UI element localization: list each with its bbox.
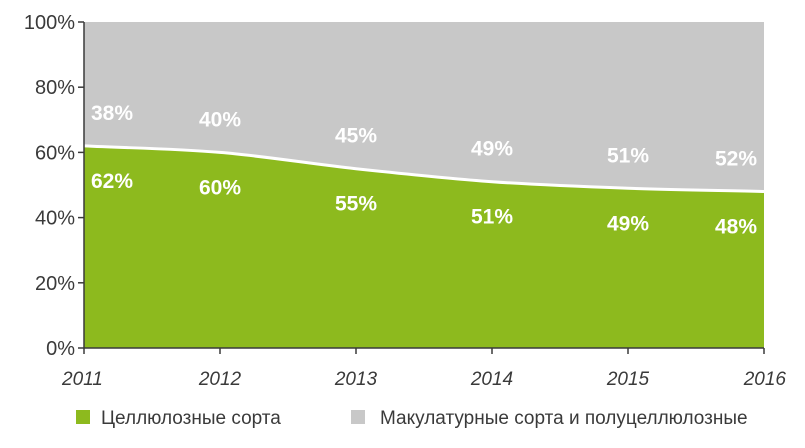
y-tick-label: 20% bbox=[35, 273, 75, 295]
series-area-cellyuloznye bbox=[84, 145, 764, 348]
data-label-cellyuloznye: 62% bbox=[91, 170, 133, 193]
y-tick-label: 0% bbox=[46, 338, 75, 360]
data-label-makulaturnye: 49% bbox=[471, 138, 513, 161]
data-label-makulaturnye: 52% bbox=[715, 148, 757, 171]
areas-group bbox=[83, 22, 765, 348]
legend-swatch-cellyuloznye bbox=[76, 410, 90, 424]
data-label-cellyuloznye: 55% bbox=[335, 193, 377, 216]
y-tick-label: 60% bbox=[35, 142, 75, 164]
data-label-makulaturnye: 45% bbox=[335, 125, 377, 148]
legend-label-cellyuloznye: Целлюлозные сорта bbox=[101, 408, 281, 429]
y-tick-label: 100% bbox=[24, 12, 75, 34]
x-tick-label: 2014 bbox=[470, 369, 513, 390]
data-label-makulaturnye: 51% bbox=[607, 144, 649, 167]
series-boundary-line bbox=[83, 144, 765, 194]
x-tick-label: 2013 bbox=[334, 369, 378, 390]
data-labels-group: 62% 38% 60% 40% 55% 45% 51% 49% 49% 51% 48% 52% bbox=[91, 102, 757, 239]
x-tick-label: 2011 bbox=[61, 369, 103, 390]
y-tick-label: 40% bbox=[35, 208, 75, 230]
y-axis-tick-labels: 0% 20% 40% 60% 80% 100% bbox=[24, 12, 75, 360]
data-label-makulaturnye: 40% bbox=[199, 108, 241, 131]
data-label-cellyuloznye: 48% bbox=[715, 216, 757, 239]
legend-label-makulaturnye: Макулатурные сорта и полуцеллюлозные bbox=[380, 408, 748, 429]
legend-swatch-makulaturnye bbox=[351, 410, 365, 424]
x-axis-tick-labels: 2011 2012 2013 2014 2015 2016 bbox=[61, 369, 786, 390]
x-tick-label: 2016 bbox=[743, 369, 787, 390]
y-tick-label: 80% bbox=[35, 77, 75, 99]
x-tick-label: 2012 bbox=[198, 369, 242, 390]
legend: Целлюлозные сорта Макулатурные сорта и по… bbox=[76, 408, 748, 429]
data-label-cellyuloznye: 60% bbox=[199, 176, 241, 199]
axes-group bbox=[78, 21, 765, 354]
x-tick-label: 2015 bbox=[606, 369, 650, 390]
data-label-makulaturnye: 38% bbox=[91, 102, 133, 125]
data-label-cellyuloznye: 51% bbox=[471, 206, 513, 229]
data-label-cellyuloznye: 49% bbox=[607, 212, 649, 235]
